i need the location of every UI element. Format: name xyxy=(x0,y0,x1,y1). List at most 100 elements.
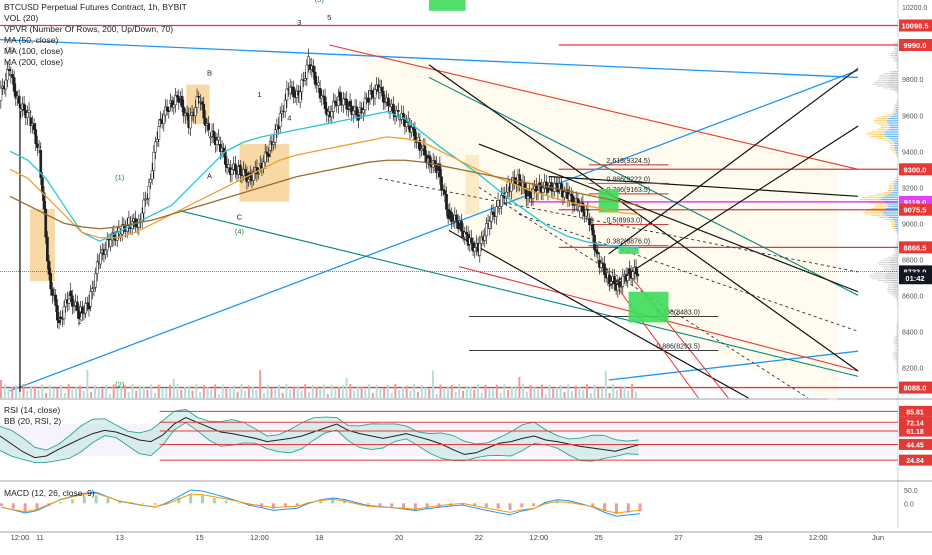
volume-bar xyxy=(173,379,175,398)
volume-profile-bar xyxy=(889,293,894,294)
volume-bar xyxy=(0,380,2,398)
candle-body xyxy=(474,248,476,252)
macd-label[interactable]: MACD (12, 26, close, 9) xyxy=(4,488,95,499)
macd-histogram-bar xyxy=(142,503,145,504)
candle-body xyxy=(186,113,188,115)
volume-profile-bar xyxy=(897,102,898,103)
macd-histogram-bar xyxy=(213,498,216,503)
volume-profile-bar xyxy=(897,242,898,243)
indicator-vol[interactable]: VOL (20) xyxy=(4,13,187,24)
candle-body xyxy=(85,303,87,313)
volume-bar xyxy=(624,386,626,398)
candle-body xyxy=(68,299,70,303)
volume-bar xyxy=(361,386,363,398)
volume-profile-bar xyxy=(897,330,898,331)
wave-label: 1 xyxy=(257,90,261,99)
volume-bar xyxy=(466,386,468,398)
candle-body xyxy=(479,243,481,255)
volume-profile-bar xyxy=(895,104,897,105)
price-level-badge-label: 9990.0 xyxy=(904,41,927,50)
volume-profile-bar xyxy=(878,262,889,263)
volume-profile-bar xyxy=(896,68,897,69)
volume-profile-bar xyxy=(893,190,898,191)
volume-profile-bar xyxy=(897,370,898,371)
price-tick-label: 10200.0 xyxy=(902,5,927,12)
volume-bar xyxy=(432,370,434,398)
volume-bar xyxy=(169,385,171,398)
volume-profile-bar xyxy=(896,345,898,346)
volume-bar xyxy=(233,385,235,398)
candle-body xyxy=(18,96,20,103)
volume-profile-bar xyxy=(896,230,898,231)
volume-profile-bar xyxy=(884,195,898,196)
volume-bar xyxy=(601,388,603,398)
volume-bar xyxy=(19,392,21,398)
volume-profile-bar xyxy=(895,255,898,256)
volume-profile-bar xyxy=(896,249,898,250)
volume-profile-bar xyxy=(897,303,898,304)
volume-profile-bar xyxy=(868,195,885,196)
candle-body xyxy=(228,164,230,167)
candle-body xyxy=(58,320,60,323)
volume-bar xyxy=(481,393,483,398)
volume-profile-bar xyxy=(876,86,888,87)
volume-bar xyxy=(477,384,479,398)
volume-profile-bar xyxy=(896,363,897,364)
volume-bar xyxy=(297,386,299,398)
volume-profile-bar xyxy=(877,80,888,81)
candle-body xyxy=(96,262,98,274)
volume-profile-bar xyxy=(897,323,898,324)
volume-bar xyxy=(207,387,209,398)
indicator-ma200[interactable]: MA (200, close) xyxy=(4,57,187,68)
volume-profile-bar xyxy=(891,57,895,58)
candle-body xyxy=(51,289,53,296)
volume-profile-bar xyxy=(883,87,891,88)
volume-profile-bar xyxy=(892,192,898,193)
volume-bar xyxy=(323,384,325,398)
candle-body xyxy=(194,108,196,116)
indicator-ma50[interactable]: MA (50, close) xyxy=(4,35,187,46)
candle-body xyxy=(257,173,259,174)
volume-bar xyxy=(556,387,558,398)
volume-profile-bar xyxy=(894,186,898,187)
volume-profile-bar xyxy=(894,46,896,47)
volume-profile-bar xyxy=(897,62,898,63)
volume-profile-bar xyxy=(894,185,898,186)
volume-bar xyxy=(26,391,28,398)
volume-profile-bar xyxy=(894,152,896,153)
volume-bar xyxy=(154,393,156,398)
volume-bar xyxy=(631,384,633,398)
candle-body xyxy=(485,223,487,236)
x-tick-label: 20 xyxy=(395,533,403,542)
volume-bar xyxy=(105,384,107,398)
volume-profile-bar xyxy=(873,84,887,85)
candle-body xyxy=(292,87,294,97)
volume-bar xyxy=(75,386,77,398)
volume-profile-bar xyxy=(889,123,898,124)
volume-profile-bar xyxy=(880,260,890,261)
volume-profile-bar xyxy=(897,321,898,322)
candle-body xyxy=(455,215,457,221)
macd-histogram-bar xyxy=(237,503,240,504)
candle-body xyxy=(563,192,565,197)
rsi-label[interactable]: RSI (14, close) xyxy=(4,405,61,416)
volume-bar xyxy=(188,386,190,398)
volume-profile-bar xyxy=(879,217,890,218)
candle-body xyxy=(216,140,218,145)
candle-body xyxy=(445,194,447,209)
volume-bar xyxy=(146,390,148,398)
chart-title: BTCUSD Perpetual Futures Contract, 1h, B… xyxy=(4,2,187,13)
volume-profile-bar xyxy=(896,368,897,369)
candle-body xyxy=(449,211,451,213)
candle-body xyxy=(218,137,220,140)
indicator-vpvr[interactable]: VPVR (Number Of Rows, 200, Up/Down, 70) xyxy=(4,24,187,35)
bb-label[interactable]: BB (20, RSI, 2) xyxy=(4,416,61,427)
volume-profile-bar xyxy=(896,109,898,110)
volume-bar xyxy=(56,388,58,398)
volume-profile-bar xyxy=(886,136,898,137)
wave-label: B xyxy=(207,69,212,78)
volume-bar xyxy=(60,385,62,398)
indicator-ma100[interactable]: MA (100, close) xyxy=(4,46,187,57)
